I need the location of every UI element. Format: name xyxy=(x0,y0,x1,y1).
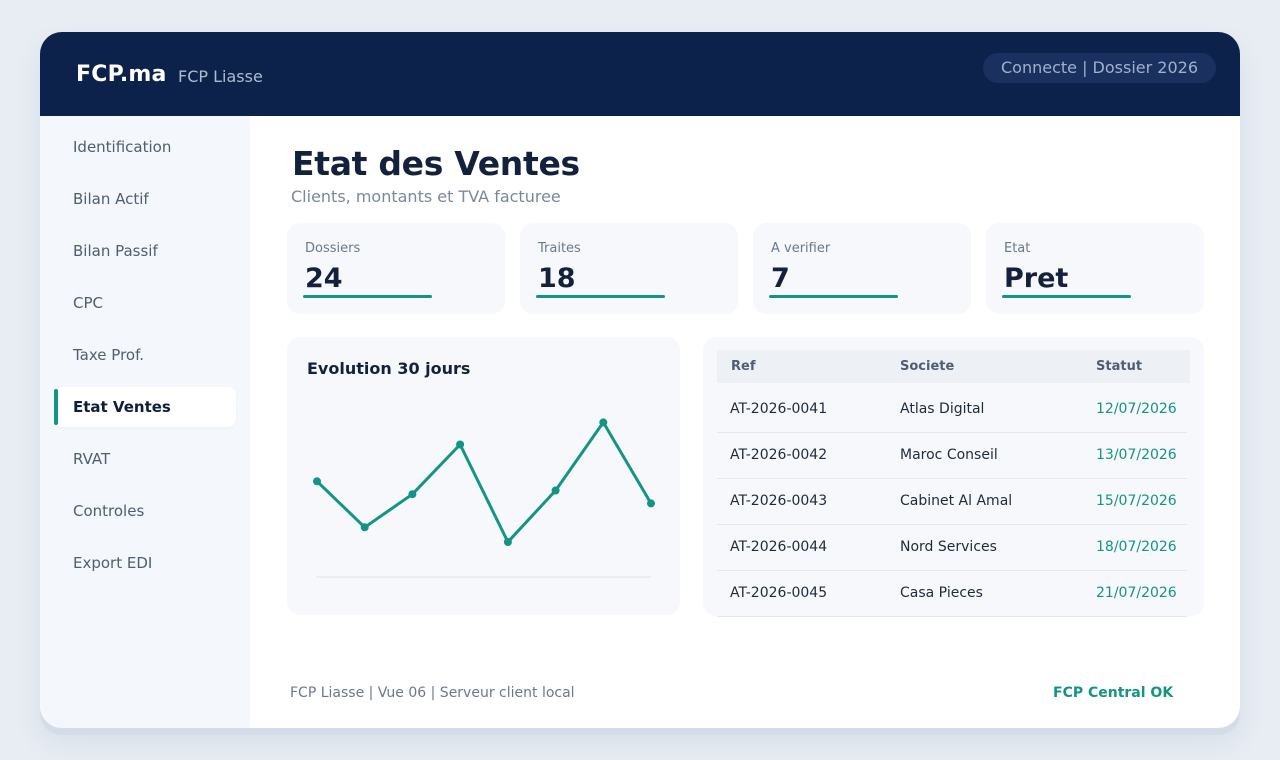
cell-ref: AT-2026-0043 xyxy=(730,493,828,509)
kpi-label: Dossiers xyxy=(305,241,361,256)
column-header-societe[interactable]: Societe xyxy=(900,359,955,374)
kpi-value: 24 xyxy=(305,263,343,294)
cell-societe: Cabinet Al Amal xyxy=(900,493,1013,509)
kpi-value: 7 xyxy=(771,263,790,294)
kpi-card-dossiers: Dossiers 24 xyxy=(287,223,505,314)
table-row[interactable]: AT-2026-0042 Maroc Conseil 13/07/2026 xyxy=(717,432,1187,479)
footer-info: FCP Liasse | Vue 06 | Serveur client loc… xyxy=(290,685,575,701)
sidebar-item-bilan-passif[interactable]: Bilan Passif xyxy=(73,242,158,260)
kpi-card-a-verifier: A verifier 7 xyxy=(753,223,971,314)
column-header-ref[interactable]: Ref xyxy=(731,359,756,374)
cell-ref: AT-2026-0042 xyxy=(730,447,828,463)
kpi-value: Pret xyxy=(1004,263,1069,294)
cell-societe: Casa Pieces xyxy=(900,585,983,601)
connection-status-badge: Connecte | Dossier 2026 xyxy=(982,53,1216,83)
chart-points xyxy=(313,418,655,546)
cell-societe: Atlas Digital xyxy=(900,401,985,417)
top-bar: FCP.ma FCP Liasse Connecte | Dossier 202… xyxy=(40,32,1240,116)
page-subtitle: Clients, montants et TVA facturee xyxy=(291,187,561,206)
kpi-card-traites: Traites 18 xyxy=(520,223,738,314)
chart-point xyxy=(360,523,369,532)
cell-statut: 18/07/2026 xyxy=(1096,539,1177,555)
chart-point xyxy=(456,440,465,449)
page-title: Etat des Ventes xyxy=(292,144,580,183)
sidebar-item-cpc[interactable]: CPC xyxy=(73,294,103,312)
line-chart xyxy=(313,418,655,578)
cell-statut: 21/07/2026 xyxy=(1096,585,1177,601)
sidebar-item-export-edi[interactable]: Export EDI xyxy=(73,554,153,572)
cell-statut: 13/07/2026 xyxy=(1096,447,1177,463)
kpi-value: 18 xyxy=(538,263,576,294)
kpi-accent-bar xyxy=(1002,295,1131,298)
sidebar: Identification Bilan Actif Bilan Passif … xyxy=(40,116,250,728)
table-row[interactable]: AT-2026-0043 Cabinet Al Amal 15/07/2026 xyxy=(717,478,1187,525)
cell-statut: 15/07/2026 xyxy=(1096,493,1177,509)
chart-title: Evolution 30 jours xyxy=(307,359,471,378)
table-row[interactable]: AT-2026-0045 Casa Pieces 21/07/2026 xyxy=(717,570,1187,617)
kpi-accent-bar xyxy=(769,295,898,298)
kpi-accent-bar xyxy=(303,295,432,298)
cell-societe: Nord Services xyxy=(900,539,997,555)
chart-point xyxy=(647,499,655,508)
sidebar-item-controles[interactable]: Controles xyxy=(73,502,145,520)
cell-statut: 12/07/2026 xyxy=(1096,401,1177,417)
records-table: Ref Societe Statut AT-2026-0041 Atlas Di… xyxy=(703,337,1204,617)
sidebar-item-bilan-actif[interactable]: Bilan Actif xyxy=(73,190,149,208)
sidebar-item-rvat[interactable]: RVAT xyxy=(73,450,111,468)
chart-point xyxy=(551,486,560,495)
cell-societe: Maroc Conseil xyxy=(900,447,998,463)
kpi-label: Traites xyxy=(538,241,581,256)
app-window: FCP.ma FCP Liasse Connecte | Dossier 202… xyxy=(40,32,1240,728)
chart-point xyxy=(408,490,417,499)
evolution-chart-card: Evolution 30 jours xyxy=(287,337,680,615)
kpi-accent-bar xyxy=(536,295,665,298)
chart-series-line xyxy=(315,420,653,544)
column-header-statut[interactable]: Statut xyxy=(1096,359,1143,374)
table-row[interactable]: AT-2026-0044 Nord Services 18/07/2026 xyxy=(717,524,1187,571)
kpi-label: Etat xyxy=(1004,241,1031,256)
sidebar-item-identification[interactable]: Identification xyxy=(73,138,172,156)
sidebar-item-taxe-prof[interactable]: Taxe Prof. xyxy=(73,346,145,364)
chart-point xyxy=(503,538,512,546)
chart-point xyxy=(313,477,321,486)
cell-ref: AT-2026-0045 xyxy=(730,585,828,601)
logo[interactable]: FCP.ma xyxy=(76,62,167,87)
table-row[interactable]: AT-2026-0041 Atlas Digital 12/07/2026 xyxy=(717,386,1187,433)
chart-point xyxy=(599,418,608,427)
cell-ref: AT-2026-0041 xyxy=(730,401,828,417)
app-name: FCP Liasse xyxy=(178,67,263,86)
table-header: Ref Societe Statut xyxy=(717,350,1190,383)
kpi-label: A verifier xyxy=(771,241,831,256)
cell-ref: AT-2026-0044 xyxy=(730,539,828,555)
sidebar-item-etat-ventes[interactable]: Etat Ventes xyxy=(54,387,236,427)
kpi-card-etat: Etat Pret xyxy=(986,223,1204,314)
central-status: FCP Central OK xyxy=(1053,685,1174,701)
